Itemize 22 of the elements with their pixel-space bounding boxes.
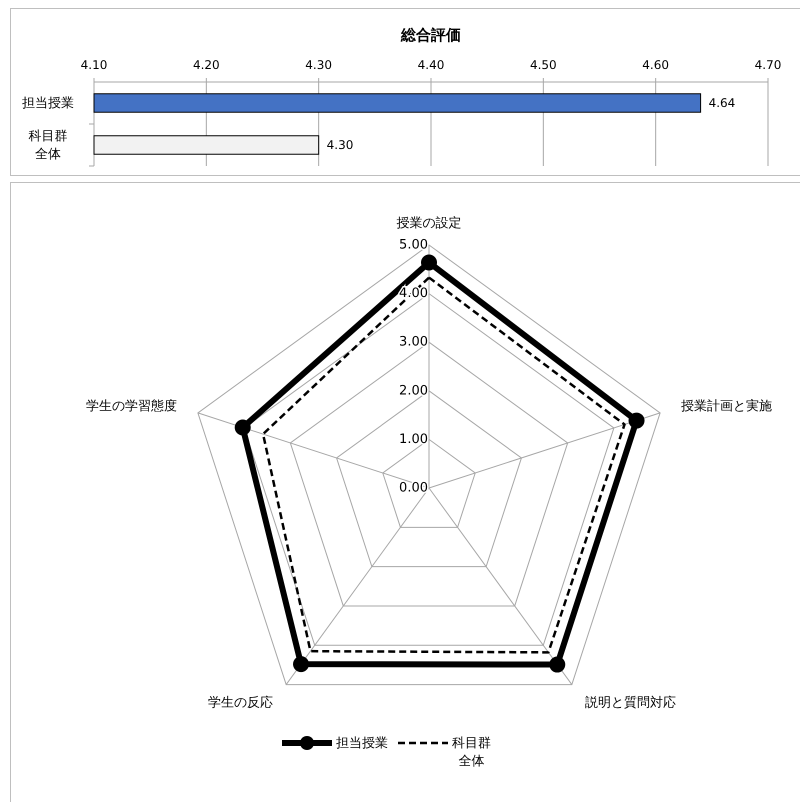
spoke-label: 説明と質問対応: [584, 694, 676, 710]
y-tick-label: 0.00: [399, 480, 428, 496]
x-tick-label: 4.70: [754, 58, 782, 72]
y-tick-label: 2.00: [399, 383, 428, 398]
chart-title: 総合評価: [400, 26, 461, 44]
x-tick-label: 4.10: [80, 58, 108, 72]
y-tick-label: 5.00: [399, 238, 428, 252]
spoke-label: 授業計画と実施: [681, 398, 772, 414]
spoke-label: 学生の反応: [208, 694, 274, 710]
x-tick-label: 4.60: [642, 58, 670, 72]
x-tick-label: 4.20: [192, 58, 220, 72]
spoke-label: 学生の学習態度: [86, 398, 177, 414]
legend-label: 科目群全体: [452, 736, 491, 768]
x-tick-label: 4.30: [305, 58, 332, 72]
x-tick-label: 4.50: [530, 58, 557, 72]
legend-label: 担当授業: [336, 736, 388, 750]
y-tick-label: 1.00: [399, 432, 428, 447]
y-tick-label: 3.00: [399, 334, 428, 350]
x-tick-label: 4.40: [418, 58, 444, 72]
spoke-label: 授業の設定: [396, 216, 462, 230]
data-label: 4.30: [326, 138, 354, 152]
data-label: 4.64: [708, 96, 736, 110]
